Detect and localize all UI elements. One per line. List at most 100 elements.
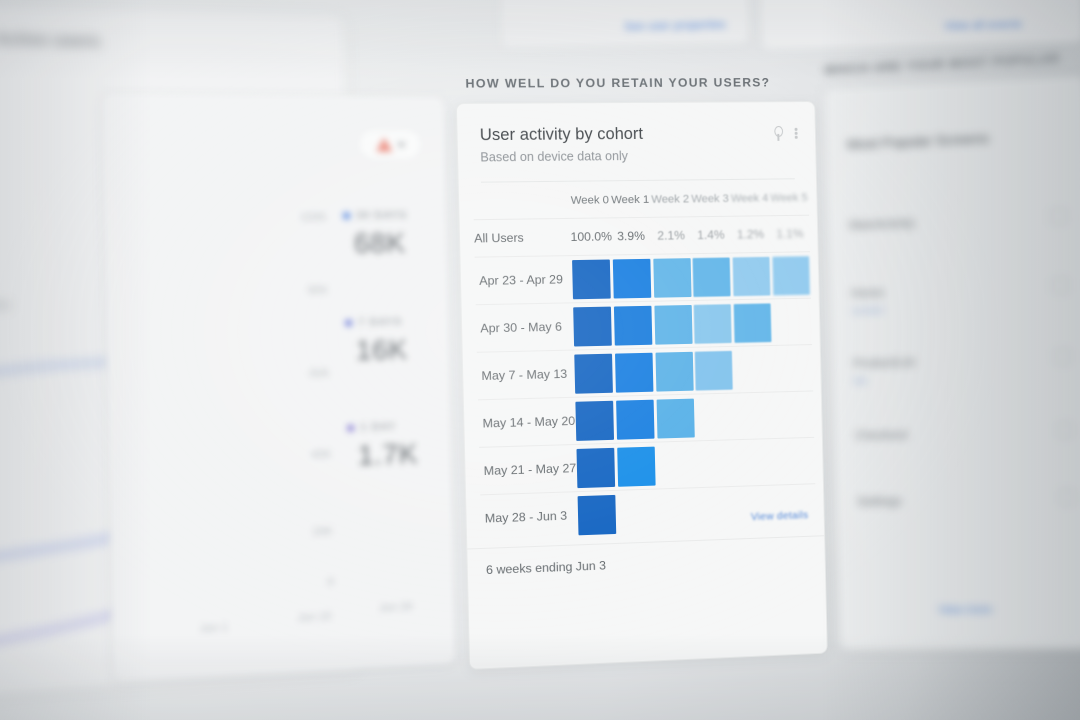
heatmap-cell[interactable] — [691, 253, 733, 301]
x-tick-1: Jun 15 — [297, 610, 332, 625]
heatmap-cell[interactable] — [612, 301, 654, 350]
y-tick-5: 0 — [327, 575, 334, 589]
summary-row-label: All Users — [473, 218, 571, 258]
heatmap-cell[interactable] — [654, 394, 696, 443]
heatmap-cell[interactable] — [651, 253, 693, 302]
column-header-week2: Week 2 — [651, 193, 690, 206]
legend-dot-icon — [345, 318, 353, 327]
heatmap-cell[interactable] — [770, 251, 812, 299]
heatmap-cell[interactable] — [613, 348, 655, 397]
table-row: Apr 30 - May 6 — [475, 298, 813, 353]
metric-legend-0: 30 DAYS — [342, 209, 408, 222]
heatmap-cell-empty — [774, 437, 816, 486]
heatmap-cell[interactable] — [615, 442, 657, 491]
table-row: Apr 23 - Apr 29 — [474, 251, 812, 305]
right-panel-link[interactable]: View more — [938, 603, 993, 617]
list-item-title: Checkout — [855, 427, 908, 443]
summary-cell: 2.1% — [650, 216, 692, 255]
list-item-title: ProductList — [853, 354, 915, 371]
list-item-sub: list — [853, 375, 868, 388]
cohort-section: HOW WELL DO YOU RETAIN YOUR USERS? User … — [445, 60, 832, 681]
cohort-card: User activity by cohort Based on device … — [455, 101, 828, 670]
heatmap-cell[interactable] — [614, 395, 656, 444]
column-header-week3: Week 3 — [691, 192, 729, 206]
pin-icon[interactable] — [772, 125, 785, 141]
list-item[interactable]: Checkout — [855, 421, 1074, 445]
legend-dot-icon — [347, 424, 355, 432]
column-header-week5: Week 5 — [770, 191, 808, 205]
legend-dot-icon — [342, 211, 351, 219]
warning-triangle-icon — [375, 137, 392, 152]
x-tick-0: Jun 1 — [199, 621, 229, 636]
heatmap-cell-empty — [694, 393, 736, 441]
column-header-week1: Week 1 — [611, 193, 650, 207]
y-tick-0: 100K — [300, 211, 327, 224]
heatmap-cell[interactable] — [575, 443, 617, 492]
checkbox-icon[interactable] — [1055, 421, 1074, 439]
list-item[interactable]: MainActivity — [849, 207, 1068, 234]
metric-label-2: 1 DAY — [360, 420, 397, 434]
heatmap-cell[interactable] — [574, 396, 616, 445]
top-link-a[interactable]: See user properties — [624, 18, 726, 34]
section-heading: HOW WELL DO YOU RETAIN YOUR USERS? — [465, 75, 771, 91]
summary-cell: 1.1% — [769, 215, 810, 253]
heatmap-cell[interactable] — [611, 254, 653, 303]
heatmap-cell-empty — [695, 439, 737, 488]
cohort-row-label: May 7 - May 13 — [476, 350, 575, 400]
y-tick-2: 60K — [309, 367, 330, 380]
top-card-left: See user properties — [498, 0, 750, 49]
heatmap-cell[interactable] — [572, 302, 614, 351]
metric-label-0: 30 DAYS — [356, 209, 408, 222]
list-item[interactable]: ProductList list — [853, 348, 1072, 387]
list-item-title: Home — [851, 285, 885, 301]
checkbox-icon[interactable] — [1051, 277, 1070, 294]
heatmap-cell-empty — [734, 391, 775, 440]
heatmap-cell[interactable] — [652, 300, 694, 349]
heatmap-cell-empty — [733, 345, 774, 394]
heatmap-cell[interactable] — [692, 299, 734, 348]
y-tick-4: 20K — [312, 525, 333, 539]
metric-label-1: 7 DAYS — [358, 315, 403, 329]
top-card-right: View all events — [758, 0, 1080, 50]
heatmap-cell[interactable] — [653, 347, 695, 396]
list-item[interactable]: Settings — [857, 488, 1076, 511]
cohort-row-label: May 28 - Jun 3 — [480, 491, 578, 542]
heatmap-cell[interactable] — [731, 252, 772, 300]
table-header-row: Week 0 Week 1 Week 2 Week 3 Week 4 Week … — [473, 179, 809, 220]
left-panel-title: Active users — [0, 29, 101, 51]
checkbox-icon[interactable] — [1057, 488, 1076, 506]
heatmap-cell[interactable] — [570, 254, 613, 303]
heatmap-cell-empty — [773, 390, 815, 439]
list-item[interactable]: Home screen — [851, 277, 1070, 317]
heatmap-cell[interactable] — [732, 298, 773, 347]
heatmap-cell-empty — [771, 298, 813, 346]
active-users-card: 100K 80K 60K 40K 20K 0 30 DAYS 68K 7 DAY… — [100, 92, 456, 682]
chevron-down-icon — [396, 142, 405, 148]
more-options-icon[interactable] — [794, 127, 798, 139]
cohort-row-label: Apr 30 - May 6 — [475, 302, 574, 353]
column-header-week4: Week 4 — [730, 192, 769, 205]
heatmap-cell[interactable] — [576, 490, 618, 539]
heatmap-cell-empty — [696, 486, 738, 534]
heatmap-cell[interactable] — [693, 346, 735, 395]
metric-legend-2: 1 DAY — [347, 420, 396, 433]
right-panel-title: Most Popular Screens — [846, 129, 990, 153]
y-tick-3: 40K — [311, 448, 332, 462]
checkbox-icon[interactable] — [1053, 348, 1072, 366]
y-tick-1: 80K — [307, 284, 329, 297]
heatmap-cell[interactable] — [573, 349, 615, 398]
cohort-row-label: May 14 - May 20 — [477, 397, 576, 448]
cohort-table: Week 0 Week 1 Week 2 Week 3 Week 4 Week … — [473, 179, 817, 542]
top-link-b[interactable]: View all events — [944, 18, 1023, 33]
heatmap-cell-empty — [655, 440, 697, 490]
column-header-week0: Week 0 — [570, 194, 610, 207]
checkbox-icon[interactable] — [1049, 207, 1068, 225]
heatmap-cell-empty — [775, 483, 817, 532]
card-title: User activity by cohort — [479, 124, 644, 145]
view-details-link[interactable]: View details — [750, 509, 809, 524]
summary-row: All Users 100.0% 3.9% 2.1% 1.4% 1.2% 1.1% — [473, 215, 810, 258]
warning-button[interactable] — [357, 128, 423, 161]
metric-value-0: 68K — [353, 227, 406, 259]
popular-screens-panel: WHICH ARE YOUR MOST POPULAR Most Popular… — [824, 53, 1080, 651]
